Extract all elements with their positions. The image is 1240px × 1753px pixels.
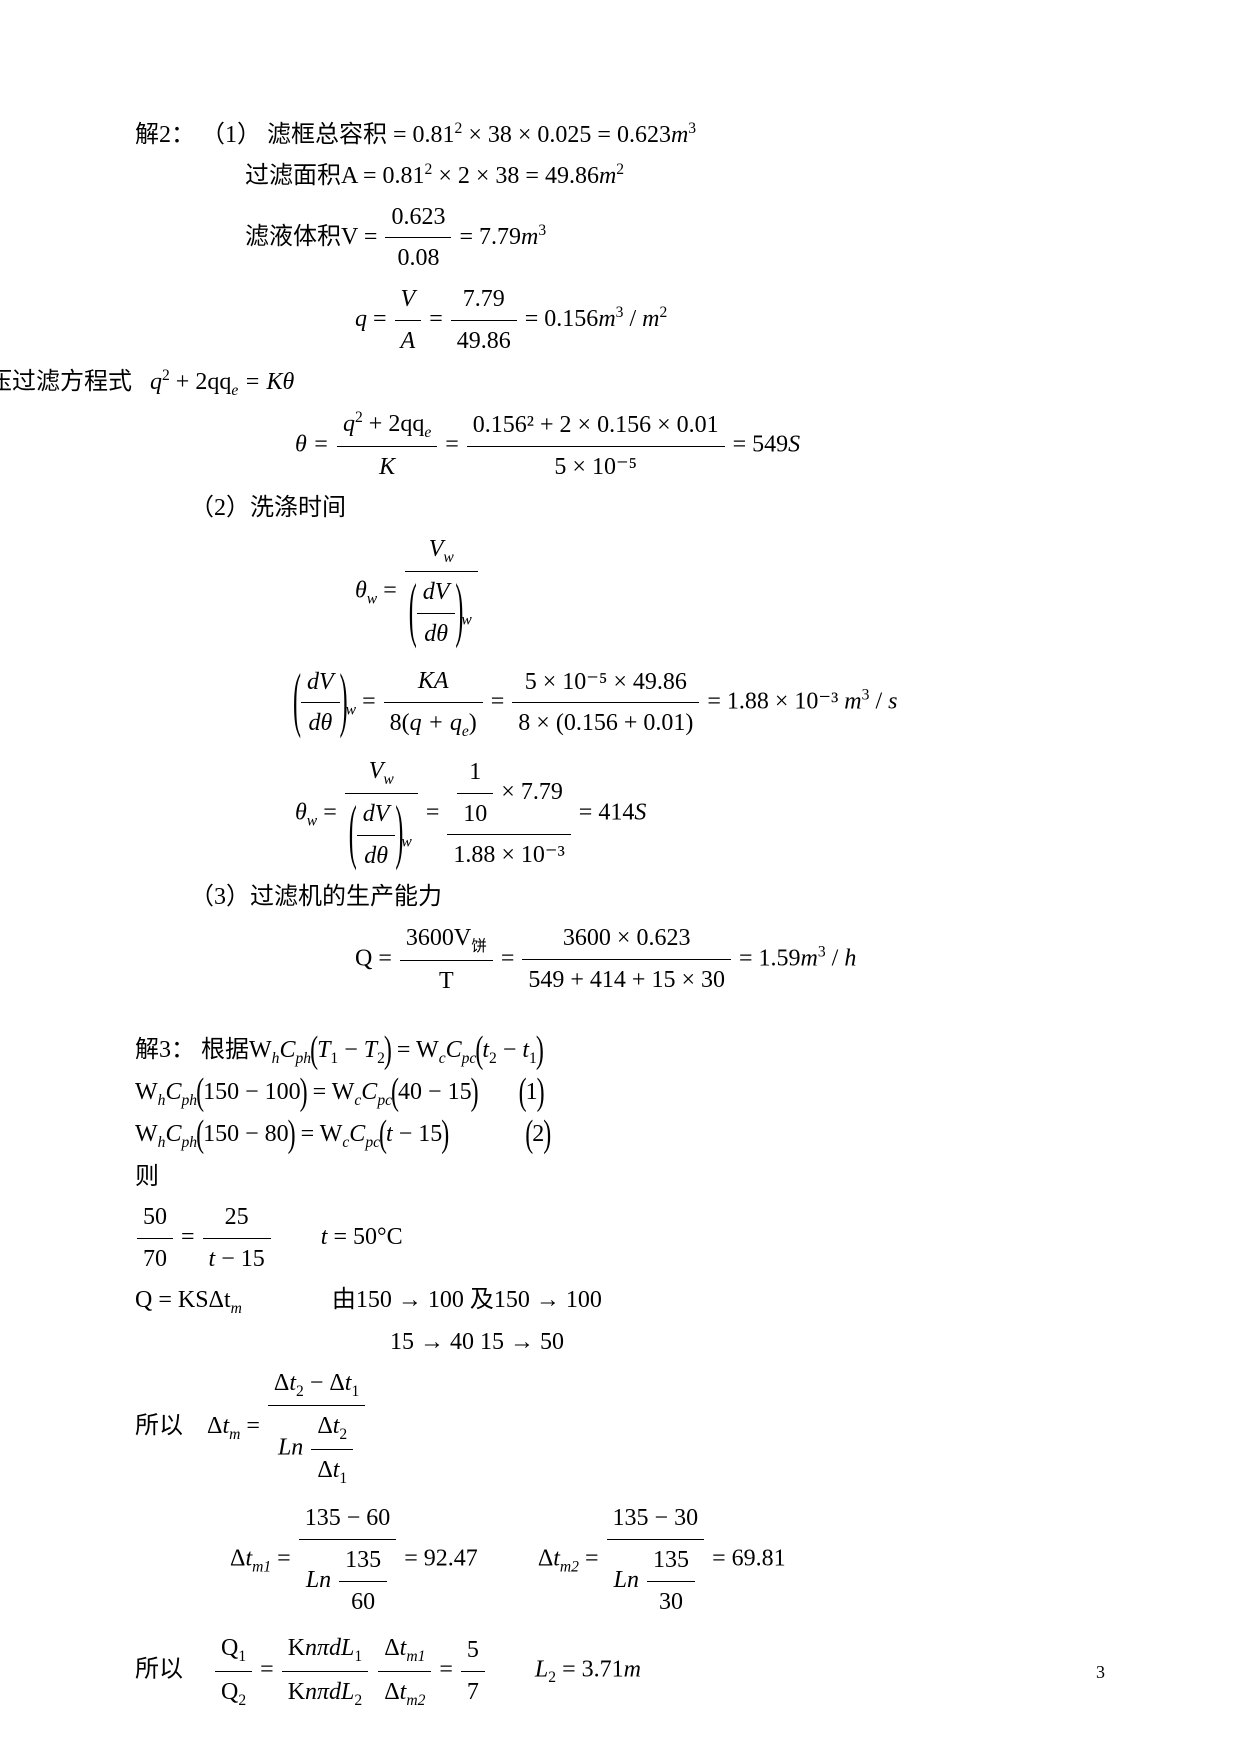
- page-content: 解2： （1） 滤框总容积 = 0.812 × 38 × 0.025 = 0.6…: [135, 115, 1105, 1714]
- sol2-thetaw2: θw = Vw (dVdθ)w = 110 × 7.79 1.88 × 10⁻³…: [135, 751, 1105, 877]
- sol3-line3: WhCph(150 − 80) = WcCpc(t − 15) (2): [135, 1114, 1105, 1156]
- sol2-label: 解2：: [135, 122, 195, 148]
- sol2-dvdtheta: (dVdθ)w = KA 8(q + qe) = 5 × 10⁻⁵ × 49.8…: [135, 661, 1105, 745]
- page-number: 3: [1096, 1662, 1105, 1683]
- sol3-line1: 解3： 根据WhCph(T1 − T2) = WcCpc(t2 − t1): [135, 1030, 1105, 1072]
- sol2-thetaw1: θw = Vw (dVdθ)w: [135, 529, 1105, 655]
- sol2-constpress: 由恒压过滤方程式 q2 + 2qqe = Kθ: [0, 362, 1105, 404]
- sol3-dtm1-dtm2: Δtm1 = 135 − 60 Ln 13560 = 92.47 Δtm2 = …: [135, 1498, 1105, 1622]
- sol3-Qks: Q = KSΔtm 由150 → 100 及150 → 100: [135, 1280, 1105, 1322]
- sol2-area: 过滤面积A = 0.812 × 2 × 38 = 49.86m2: [135, 156, 1105, 197]
- sol3-line2: WhCph(150 − 100) = WcCpc(40 − 15) (1): [135, 1072, 1105, 1114]
- sol2-part1: （1）: [201, 122, 261, 148]
- sol3-final: 所以 Q1Q2 = KnπdL1KnπdL2 Δtm1Δtm2 = 57 L2 …: [135, 1628, 1105, 1714]
- sol3-label: 解3：: [135, 1037, 195, 1063]
- sol2-q: q = VA = 7.7949.86 = 0.156m3 / m2: [135, 279, 1105, 362]
- sol3-then: 则: [135, 1157, 1105, 1198]
- sol3-frac-t: 5070 = 25t − 15 t = 50°C: [135, 1197, 1105, 1280]
- sol3-arrows2: 15 → 40 15 → 50: [135, 1322, 1105, 1363]
- frame-vol-label: 滤框总容积: [267, 122, 387, 148]
- sol2-part2: （2）洗涤时间: [135, 488, 1105, 529]
- sol3-dtm: 所以 Δtm = Δt2 − Δt1 Ln Δt2Δt1: [135, 1363, 1105, 1492]
- sol2-volV: 滤液体积V = 0.6230.08 = 7.79m3: [135, 197, 1105, 280]
- sol2-Q: Q = 3600V饼 T = 3600 × 0.623 549 + 414 + …: [135, 918, 1105, 1002]
- sol2-theta: θ = q2 + 2qqe K = 0.156² + 2 × 0.156 × 0…: [135, 404, 1105, 488]
- sol2-line1: 解2： （1） 滤框总容积 = 0.812 × 38 × 0.025 = 0.6…: [135, 115, 1105, 156]
- sol2-part3: （3）过滤机的生产能力: [135, 877, 1105, 918]
